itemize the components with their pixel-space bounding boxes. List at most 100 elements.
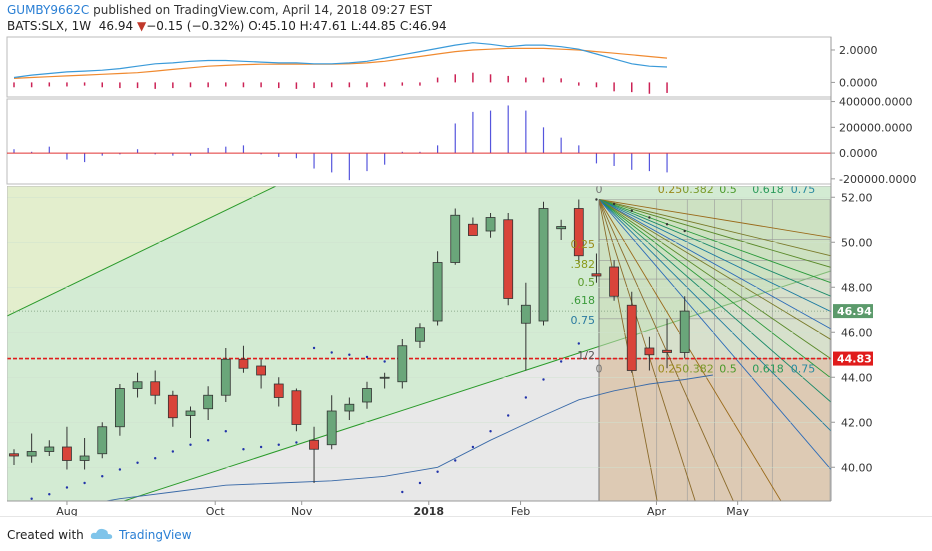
gann-label-top: 0.75 [791, 183, 816, 196]
sar-dot [277, 443, 280, 446]
level-badge [833, 351, 873, 366]
sar-dot [136, 461, 139, 464]
sar-dot [206, 439, 210, 442]
candle-body [520, 304, 531, 324]
sar-dot [312, 346, 316, 350]
gann-label-side: 1/2 [577, 349, 595, 362]
candle-body [344, 403, 355, 412]
price-panel: 0 0.25 0.382 0.5 0.618 0.750.25.3820.5.6180.7… [7, 183, 831, 501]
close-label: C: [399, 19, 413, 33]
candle-body [185, 410, 196, 416]
price-tick-label: 44.00 [841, 371, 873, 384]
candle-body [9, 453, 19, 457]
candle-body [115, 388, 125, 428]
gann-label-bottom: 0.75 [791, 363, 816, 376]
gann-fan-line [598, 199, 831, 257]
x-tick-label: Nov [291, 505, 313, 516]
close-value: 46.94 [412, 19, 447, 33]
vol-tick-label: 200000.0000 [839, 121, 912, 134]
sar-dot [189, 443, 192, 446]
vol-frame [6, 98, 832, 185]
tradingview-link[interactable]: TradingView [119, 528, 192, 542]
sar-dot [630, 209, 633, 212]
sar-dot [577, 342, 580, 345]
price-tick-label: 40.00 [841, 461, 873, 474]
candle-body [273, 383, 284, 398]
author-link[interactable]: GUMBY9662C [7, 3, 90, 17]
candle-body [291, 390, 302, 425]
high-label: H: [299, 19, 313, 33]
candle-body [167, 394, 178, 419]
down-arrow-icon: ▼ [136, 19, 147, 33]
sar-dot [401, 490, 404, 494]
channel-line-upper [7, 186, 277, 317]
candle-body [220, 358, 231, 396]
x-tick-label: Feb [511, 505, 530, 516]
sar-dot [595, 198, 598, 201]
gann-label-side: 0.75 [571, 314, 596, 327]
price-change: −0.15 (−0.32%) [146, 19, 245, 33]
sar-dot [101, 475, 104, 478]
candle-body [79, 455, 90, 461]
tradingview-cloud-icon [90, 528, 113, 539]
x-tick-label: Oct [206, 505, 226, 516]
candle-body [609, 266, 619, 297]
gann-fan-line-down [598, 199, 734, 501]
chart[interactable]: 0 0.25 0.382 0.5 0.618 0.750.25.3820.5.6180.7… [0, 0, 932, 516]
candle-body [150, 381, 161, 396]
vol-tick-label: 0.0000 [839, 147, 878, 160]
gann-fan-line [598, 199, 831, 268]
last-price: 46.94 [98, 19, 134, 33]
candle-body [379, 376, 390, 379]
sar-dot [648, 216, 651, 219]
current-price-badge [833, 304, 873, 319]
open-value: 45.10 [261, 19, 296, 33]
candle-body [97, 426, 108, 455]
sar-dot [489, 430, 492, 433]
candle-body [132, 381, 143, 389]
gann-label-side: 0.5 [578, 276, 596, 289]
osc-tick-label: 0.0000 [839, 76, 878, 89]
x-tick-label: Apr [647, 505, 667, 516]
candle-body [203, 394, 214, 410]
sar-dot [542, 378, 545, 381]
gann-fan-line-steep [598, 199, 831, 403]
osc-line-fast [13, 42, 668, 79]
candle-body [538, 208, 549, 322]
candle-body [256, 365, 267, 376]
price-tick-label: 50.00 [841, 236, 873, 249]
candle-body [644, 347, 655, 356]
candle-body [309, 439, 319, 450]
gann-label-bottom: 0.25 [658, 363, 683, 376]
candle-body [26, 451, 37, 457]
sar-dot [83, 481, 86, 485]
gann-label-bottom: 0.618 [752, 363, 784, 376]
gann-label-bottom: 0 [596, 363, 603, 376]
candle-body [432, 262, 443, 322]
vol-tick-label: -200000.0000 [839, 173, 916, 186]
sar-dot [454, 459, 457, 462]
candle-body [626, 304, 637, 371]
gann-label-side: 0.25 [571, 238, 596, 251]
candle-body [450, 214, 461, 263]
candle-body [556, 226, 567, 230]
sar-dot [30, 497, 33, 500]
candle-body [397, 345, 408, 383]
sar-dot [242, 448, 245, 451]
sar-dot [65, 486, 69, 489]
candle-body [44, 446, 55, 452]
sar-dot [365, 355, 369, 359]
x-tick-label: May [726, 505, 749, 516]
price-tick-label: 52.00 [841, 191, 873, 204]
osc-tick-label: 2.0000 [839, 44, 878, 57]
sar-dot [612, 202, 616, 206]
sar-dot [418, 481, 422, 485]
candle-body [62, 446, 72, 461]
sar-dot [524, 396, 528, 399]
sar-dot [348, 353, 351, 356]
candle-body [503, 219, 514, 299]
gann-label-top: 0.382 [682, 183, 714, 196]
sar-dot [683, 229, 686, 233]
sar-dot [295, 441, 298, 444]
vol-tick-label: 400000.0000 [839, 96, 912, 109]
